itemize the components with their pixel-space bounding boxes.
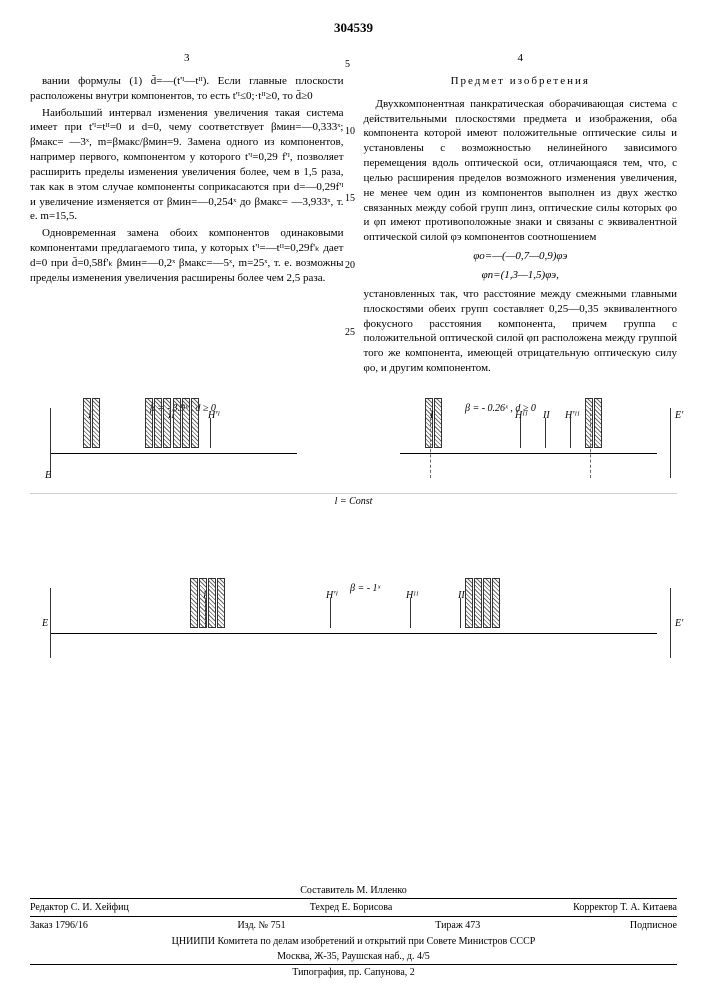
d1-lens5	[163, 398, 171, 448]
footer-row-1: Редактор С. И. Хейфиц Техред Е. Борисова…	[30, 898, 677, 916]
formula2: φп=(1,3—1,5)φэ,	[364, 268, 678, 283]
plane-e3	[50, 588, 51, 658]
footer-tirage: Тираж 473	[435, 920, 480, 931]
patent-number: 304539	[30, 20, 677, 36]
d3-lens5	[465, 578, 473, 628]
d3-lens2	[199, 578, 207, 628]
d3-E2: E'	[675, 618, 683, 629]
d1-lens1	[83, 398, 91, 448]
col-num-left: 3	[30, 51, 344, 66]
d1-lens6	[173, 398, 181, 448]
diagram-row-2: β = - 1ˣ E I H'ᴵ Hᴵᴵ II E'	[30, 578, 677, 688]
right-column: 4 Предмет изобретения Двухкомпонентная п…	[364, 51, 678, 378]
footer-org: ЦНИИПИ Комитета по делам изобретений и о…	[30, 934, 677, 949]
d2-E2: E'	[675, 410, 683, 421]
footer-row-2: Заказ 1796/16 Изд. № 751 Тираж 473 Подпи…	[30, 916, 677, 934]
d1-E: E	[45, 470, 51, 481]
d2-v2	[545, 418, 546, 448]
l-const: l = Const	[30, 493, 677, 507]
plane-e4	[670, 588, 671, 658]
d3-lens3	[208, 578, 216, 628]
axis-1-left	[50, 453, 297, 454]
d2-lens2	[434, 398, 442, 448]
d2-H2	[570, 418, 571, 448]
d2-H	[520, 418, 521, 448]
d1-lens8	[191, 398, 199, 448]
d2-lens3	[585, 398, 593, 448]
left-p3: Одновременная замена обоих компонентов о…	[30, 226, 344, 285]
d1-lens3	[145, 398, 153, 448]
line-num-15: 15	[345, 194, 355, 204]
axis-1-right	[400, 453, 657, 454]
d3-Hlabel: H'ᴵ	[326, 590, 338, 601]
line-num-20: 20	[345, 261, 355, 271]
d3-lens6	[474, 578, 482, 628]
formula1: φо=—(—0,7—0,9)φэ	[364, 249, 678, 264]
d2-lens4	[594, 398, 602, 448]
d3-lens1	[190, 578, 198, 628]
d2-H2label: H'ᴵᴵ	[565, 410, 580, 421]
d1-lens2	[92, 398, 100, 448]
d1-lens7	[182, 398, 190, 448]
left-p2: Наибольший интервал изменения увеличения…	[30, 106, 344, 225]
right-p2: установленных так, что расстояние между …	[364, 287, 678, 376]
plane-e1	[50, 408, 51, 478]
footer-subscription: Подписное	[630, 920, 677, 931]
line-num-5: 5	[345, 60, 355, 70]
line-num-10: 10	[345, 127, 355, 137]
d2-r2: II	[543, 410, 550, 421]
footer-izd: Изд. № 751	[237, 920, 285, 931]
d1-Hlabel: H'ᴵ	[208, 410, 220, 421]
d3-E: E	[42, 618, 48, 629]
diagram-row-1: β = - 3.9ˣ , d ≥ 0 β = - 0.26ˣ , d ≥ 0 E…	[30, 398, 677, 508]
axis-2	[50, 633, 657, 634]
col-num-right: 4	[364, 51, 678, 66]
d2-Hlabel: Hᴵᴵ	[515, 410, 527, 421]
d3-H	[330, 598, 331, 628]
footer-address: Москва, Ж-35, Раушская наб., д. 4/5	[30, 949, 677, 964]
d2-r1: I	[430, 410, 433, 421]
d3-H2	[410, 598, 411, 628]
right-p1: Двухкомпонентная панкратическая оборачив…	[364, 97, 678, 245]
plane-e2	[670, 408, 671, 478]
d1-H	[210, 418, 211, 448]
d1-lens4	[154, 398, 162, 448]
footer-corrector: Корректор Т. А. Китаева	[573, 902, 677, 913]
d3-lens8	[492, 578, 500, 628]
footer-order: Заказ 1796/16	[30, 920, 88, 931]
footer-compiler: Составитель М. Илленко	[30, 883, 677, 898]
d3-v2	[460, 598, 461, 628]
diagram-area: β = - 3.9ˣ , d ≥ 0 β = - 0.26ˣ , d ≥ 0 E…	[30, 398, 677, 758]
d3-lens4	[217, 578, 225, 628]
d3-lens7	[483, 578, 491, 628]
footer-typography: Типография, пр. Сапунова, 2	[30, 964, 677, 980]
left-column: 3 вании формулы (1) d̄=—(t'ᴵ—tᴵᴵ). Если …	[30, 51, 344, 378]
footer-techred: Техред Е. Борисова	[310, 902, 393, 913]
line-num-25: 25	[345, 328, 355, 338]
d3-label: β = - 1ˣ	[350, 583, 380, 594]
line-numbers: 5 10 15 20 25	[345, 60, 355, 395]
d3-r2: II	[458, 590, 465, 601]
footer: Составитель М. Илленко Редактор С. И. Хе…	[30, 883, 677, 980]
subject-title: Предмет изобретения	[364, 74, 678, 89]
left-p1: вании формулы (1) d̄=—(t'ᴵ—tᴵᴵ). Если гл…	[30, 74, 344, 104]
d2-lens1	[425, 398, 433, 448]
d3-H2label: Hᴵᴵ	[406, 590, 418, 601]
footer-editor: Редактор С. И. Хейфиц	[30, 902, 129, 913]
